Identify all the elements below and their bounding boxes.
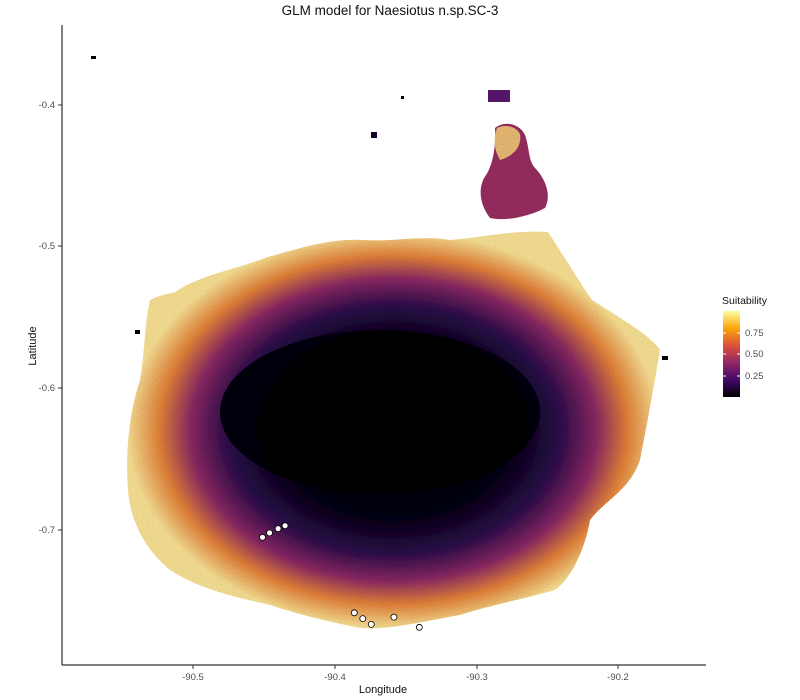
x-axis-title: Longitude [359, 684, 407, 696]
y-tick-label: -0.4 [39, 100, 55, 111]
island-core [220, 330, 540, 494]
y-axis-ticks: -0.4 -0.5 -0.6 -0.7 [39, 100, 62, 536]
occurrence-point [359, 615, 367, 622]
occurrence-point [266, 529, 274, 537]
islet-5 [662, 356, 668, 360]
islet-4 [401, 96, 404, 99]
y-tick-label: -0.7 [39, 525, 55, 536]
x-axis-ticks: -90.5 -90.4 -90.3 -90.2 [182, 665, 629, 683]
island-north-bright [494, 126, 521, 160]
y-tick-label: -0.6 [39, 383, 55, 394]
occurrence-point [367, 621, 375, 628]
occurrence-point [274, 525, 282, 532]
legend-title: Suitability [722, 295, 768, 307]
x-tick-label: -90.5 [182, 672, 204, 683]
x-tick-label: -90.2 [607, 672, 629, 683]
legend: Suitability 0.75 0.50 0.25 [722, 295, 768, 397]
occurrence-point [390, 613, 398, 621]
legend-label: 0.50 [745, 349, 764, 360]
islet-6 [135, 330, 140, 334]
occurrence-point [350, 609, 358, 617]
islet-1 [488, 90, 510, 102]
occurrence-points [259, 522, 423, 631]
y-tick-label: -0.5 [39, 241, 55, 252]
legend-label: 0.25 [745, 371, 764, 382]
legend-colorbar [723, 311, 740, 397]
chart-title: GLM model for Naesiotus n.sp.SC-3 [282, 3, 499, 18]
y-axis-title: Latitude [27, 326, 39, 365]
x-tick-label: -90.4 [324, 672, 346, 683]
islet-2 [371, 132, 377, 138]
occurrence-point [415, 623, 423, 631]
islet-3 [91, 56, 96, 59]
occurrence-point [259, 533, 266, 541]
x-tick-label: -90.3 [466, 672, 488, 683]
legend-label: 0.75 [745, 328, 764, 339]
suitability-raster [91, 56, 668, 629]
occurrence-point [281, 522, 289, 530]
